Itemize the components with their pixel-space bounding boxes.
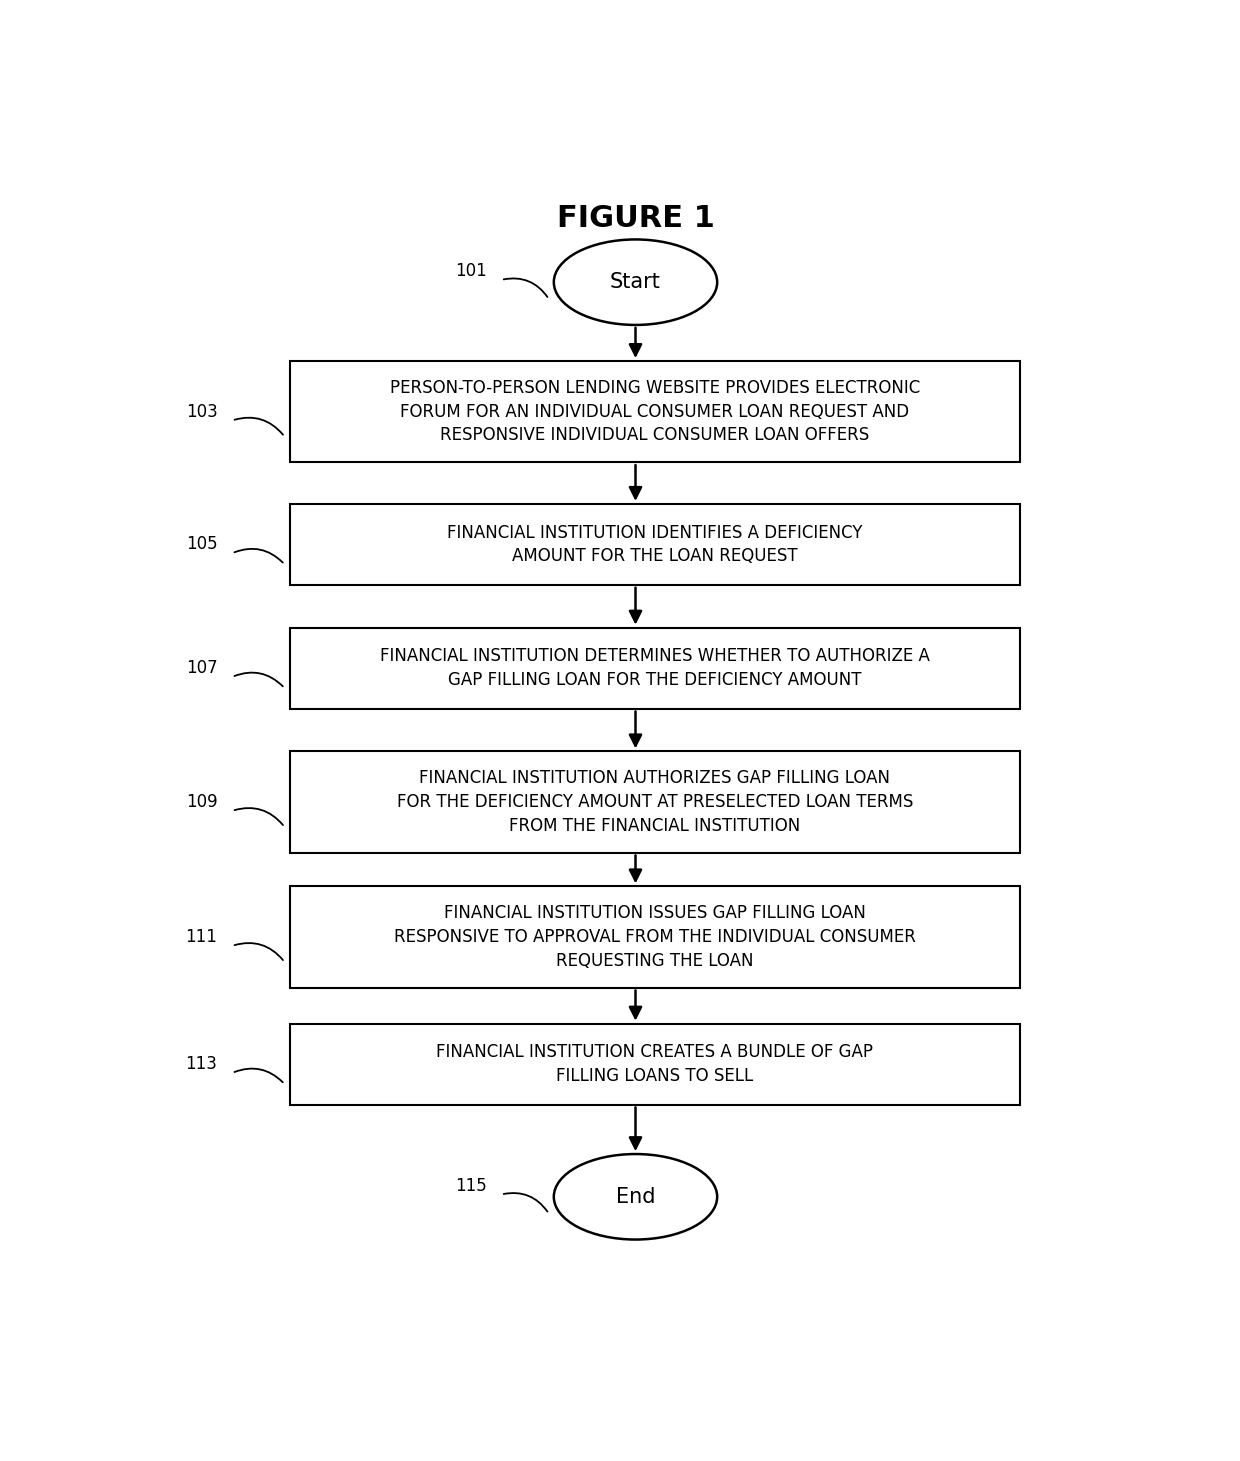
FancyBboxPatch shape [290,361,1019,462]
FancyBboxPatch shape [290,887,1019,988]
Text: Start: Start [610,272,661,292]
Text: FINANCIAL INSTITUTION ISSUES GAP FILLING LOAN
RESPONSIVE TO APPROVAL FROM THE IN: FINANCIAL INSTITUTION ISSUES GAP FILLING… [394,904,915,970]
FancyBboxPatch shape [290,628,1019,709]
Text: End: End [616,1186,655,1207]
Text: 101: 101 [455,262,486,281]
FancyBboxPatch shape [290,504,1019,584]
Text: FINANCIAL INSTITUTION CREATES A BUNDLE OF GAP
FILLING LOANS TO SELL: FINANCIAL INSTITUTION CREATES A BUNDLE O… [436,1043,873,1086]
Text: 107: 107 [186,659,217,676]
Text: FINANCIAL INSTITUTION AUTHORIZES GAP FILLING LOAN
FOR THE DEFICIENCY AMOUNT AT P: FINANCIAL INSTITUTION AUTHORIZES GAP FIL… [397,770,913,834]
Text: FIGURE 1: FIGURE 1 [557,203,714,232]
Text: PERSON-TO-PERSON LENDING WEBSITE PROVIDES ELECTRONIC
FORUM FOR AN INDIVIDUAL CON: PERSON-TO-PERSON LENDING WEBSITE PROVIDE… [389,378,920,444]
Text: 109: 109 [186,793,217,811]
Text: 113: 113 [186,1055,217,1072]
Text: 111: 111 [186,928,217,945]
Text: 103: 103 [186,403,217,421]
Text: FINANCIAL INSTITUTION IDENTIFIES A DEFICIENCY
AMOUNT FOR THE LOAN REQUEST: FINANCIAL INSTITUTION IDENTIFIES A DEFIC… [446,523,863,565]
FancyBboxPatch shape [290,1024,1019,1105]
Ellipse shape [554,1154,717,1239]
FancyBboxPatch shape [290,751,1019,853]
Text: 115: 115 [455,1176,486,1195]
Ellipse shape [554,240,717,324]
Text: FINANCIAL INSTITUTION DETERMINES WHETHER TO AUTHORIZE A
GAP FILLING LOAN FOR THE: FINANCIAL INSTITUTION DETERMINES WHETHER… [379,647,930,688]
Text: 105: 105 [186,535,217,554]
